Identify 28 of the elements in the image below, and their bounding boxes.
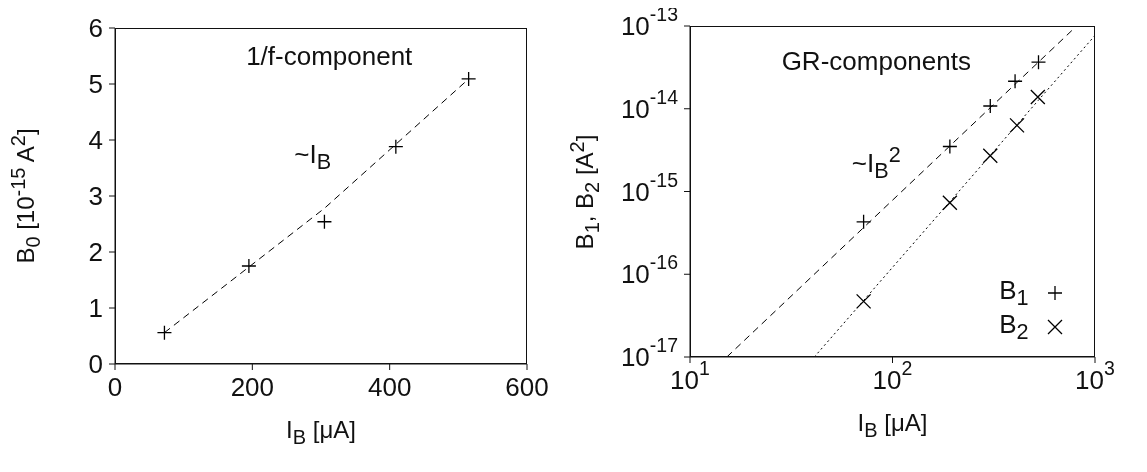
y-tick-label: 1 [88,293,103,323]
x-tick-label: 0 [107,372,123,402]
x-tick-label: 400 [367,372,412,402]
y-tick-label: 2 [88,237,103,267]
x-tick-label: 600 [505,372,549,402]
y-tick-label: 3 [88,181,103,211]
x-axis-title: I$_{B}$ [μA] [857,409,928,442]
y-tick-label: 10$^{-14}$ [620,85,679,124]
x-axis-title: I$_{B}$ [μA] [286,416,356,449]
x-tick-label: 10$^{3}$ [1075,357,1115,395]
point [460,71,477,87]
point [316,214,333,230]
annotation: ~I$_{B}$ [294,138,332,176]
y-tick-label: 4 [88,125,103,155]
point [156,324,173,341]
point [241,258,257,274]
legend-label: B$_{2}$ [999,308,1029,345]
legend-label: B$_{1}$ [999,274,1029,310]
y-tick-label: 10$^{-16}$ [620,251,678,290]
y-tick-label: 10$^{-13}$ [620,3,678,41]
point [388,139,404,155]
y-tick-label: 6 [88,13,103,43]
y-tick-label: 5 [88,69,103,99]
annotation: GR-components [781,45,971,77]
x-tick-label: 10$^{2}$ [872,357,913,395]
y-tick-label: 10$^{-15}$ [620,168,679,207]
x-tick-label: 200 [230,372,275,402]
annotation: 1/f-component [246,41,413,73]
